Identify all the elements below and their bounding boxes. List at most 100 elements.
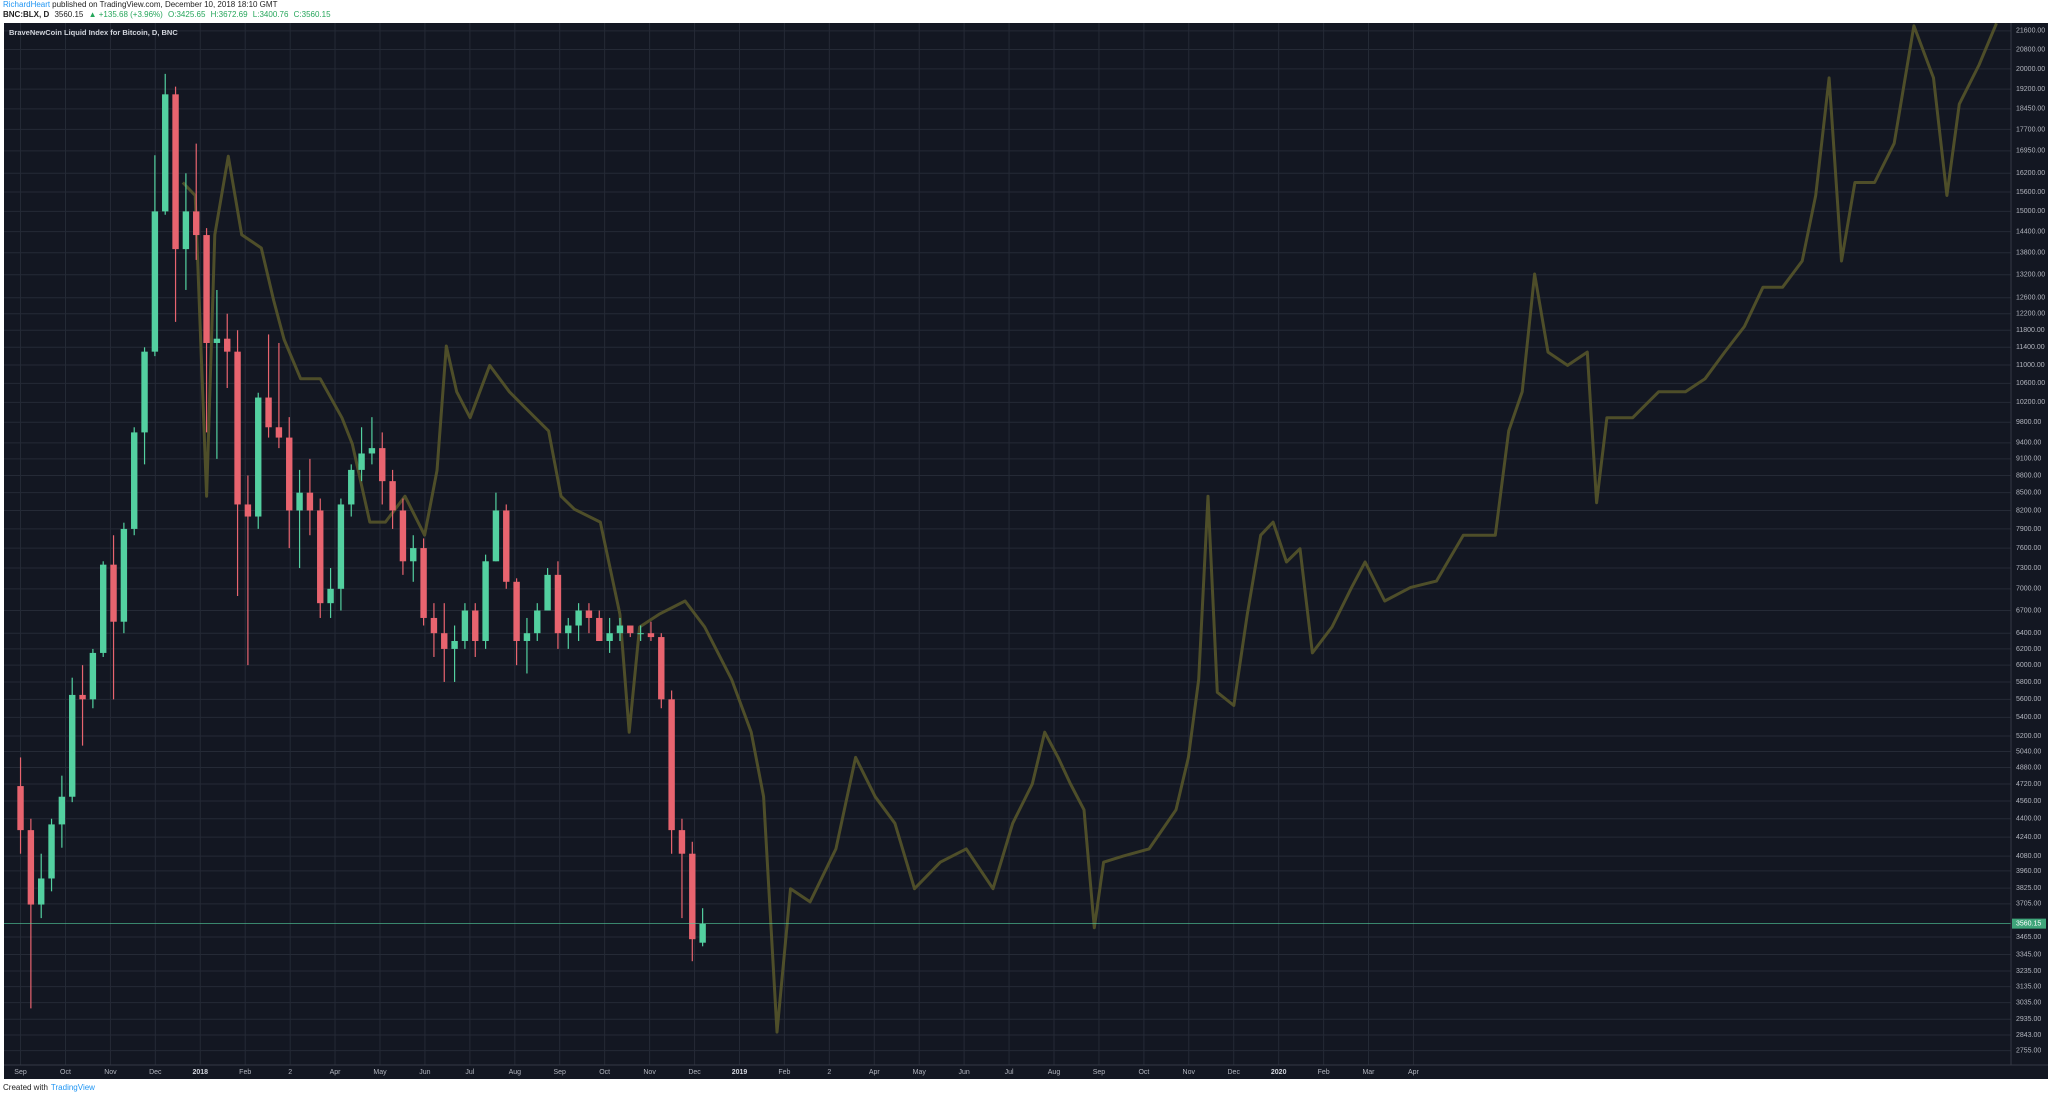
last-price-box xyxy=(2012,918,2046,929)
x-tick-label: Nov xyxy=(1183,1069,1196,1076)
x-tick-label: Sep xyxy=(14,1069,27,1076)
candle-body xyxy=(162,94,169,212)
y-tick-label: 6000.00 xyxy=(2016,662,2041,669)
byline: published on TradingView.com, December 1… xyxy=(52,0,278,9)
x-tick-label: Mar xyxy=(1362,1069,1375,1076)
chart-background xyxy=(4,23,2048,1079)
y-tick-label: 4400.00 xyxy=(2016,816,2041,823)
x-tick-label: May xyxy=(913,1069,927,1076)
candle-body xyxy=(606,633,613,641)
candle-body xyxy=(430,617,438,634)
x-tick-label: 2 xyxy=(288,1069,292,1076)
y-tick-label: 11400.00 xyxy=(2016,344,2045,351)
change: ▲ +135.68 (+3.96%) xyxy=(88,10,163,19)
candle-body xyxy=(678,830,686,854)
candle-body xyxy=(317,510,324,604)
y-tick-label: 15000.00 xyxy=(2016,208,2045,215)
grid xyxy=(4,23,2011,1065)
y-tick-label: 3135.00 xyxy=(2016,983,2041,990)
candle-body xyxy=(110,564,117,622)
y-tick-label: 4560.00 xyxy=(2016,798,2041,805)
candle-body xyxy=(565,625,572,634)
y-tick-label: 7000.00 xyxy=(2016,586,2041,593)
candle-body xyxy=(441,633,448,649)
candle-body xyxy=(48,824,55,879)
ohlc-open: O:3425.65 xyxy=(168,10,206,19)
y-tick-label: 13800.00 xyxy=(2016,250,2045,257)
candle-body xyxy=(234,351,241,505)
y-tick-label: 5600.00 xyxy=(2016,696,2041,703)
candle-body xyxy=(482,561,489,641)
x-tick-label: Dec xyxy=(149,1069,162,1076)
x-tick-label: 2019 xyxy=(732,1069,748,1076)
author-link[interactable]: RichardHeart xyxy=(3,0,51,9)
candle-body xyxy=(689,853,696,940)
y-tick-label: 2935.00 xyxy=(2016,1016,2041,1023)
y-tick-label: 3345.00 xyxy=(2016,951,2041,958)
y-tick-label: 20000.00 xyxy=(2016,66,2045,73)
y-tick-label: 7600.00 xyxy=(2016,545,2041,552)
candle-body xyxy=(513,581,520,641)
y-tick-label: 10600.00 xyxy=(2016,380,2045,387)
candle-body xyxy=(575,610,582,626)
x-tick-label: Dec xyxy=(1228,1069,1241,1076)
y-tick-label: 8200.00 xyxy=(2016,507,2041,514)
x-tick-label: Jul xyxy=(465,1069,474,1076)
chart-title: BraveNewCoin Liquid Index for Bitcoin, D… xyxy=(9,28,178,37)
candle-body xyxy=(544,574,551,611)
footer: Created with TradingView xyxy=(3,1083,95,1092)
x-tick-label: Jun xyxy=(958,1069,969,1076)
x-tick-label: Feb xyxy=(1318,1069,1330,1076)
candle-body xyxy=(379,448,386,482)
candle-body xyxy=(358,453,365,470)
candle-body xyxy=(472,610,479,641)
x-tick-label: Feb xyxy=(239,1069,251,1076)
candle-body xyxy=(451,640,458,649)
candle-body xyxy=(89,652,97,700)
x-tick-label: 2 xyxy=(827,1069,831,1076)
candle-body xyxy=(637,633,644,635)
candle-body xyxy=(172,94,179,250)
y-tick-label: 11800.00 xyxy=(2016,327,2045,334)
ohlc-high: H:3672.69 xyxy=(210,10,248,19)
candle-body xyxy=(79,694,86,700)
axes: 21600.00 20800.00 20000.00 19200.00 18450.00… xyxy=(14,28,2046,1076)
x-tick-label: Sep xyxy=(1093,1069,1106,1076)
brand-link[interactable]: TradingView xyxy=(50,1083,95,1092)
x-tick-label: Jun xyxy=(419,1069,430,1076)
candle-body xyxy=(368,448,376,454)
x-tick-label: Dec xyxy=(688,1069,701,1076)
y-tick-label: 4240.00 xyxy=(2016,834,2041,841)
candle-body xyxy=(410,548,417,562)
y-tick-label: 12200.00 xyxy=(2016,311,2045,318)
x-tick-label: Nov xyxy=(643,1069,656,1076)
y-tick-label: 4880.00 xyxy=(2016,764,2041,771)
y-tick-label: 16950.00 xyxy=(2016,148,2045,155)
candle-body xyxy=(182,211,190,250)
x-tick-label: Aug xyxy=(509,1069,522,1076)
candle-body xyxy=(523,633,531,641)
y-tick-label: 5200.00 xyxy=(2016,733,2041,740)
y-tick-label: 20800.00 xyxy=(2016,46,2045,53)
last-price: 3560.15 xyxy=(54,10,84,19)
candle-body xyxy=(461,610,469,641)
candle-body xyxy=(585,610,593,618)
candle-body xyxy=(492,510,500,562)
y-tick-label: 4080.00 xyxy=(2016,853,2041,860)
candle-body xyxy=(616,625,624,634)
y-tick-label: 13200.00 xyxy=(2016,272,2045,279)
x-tick-label: 2020 xyxy=(1271,1069,1287,1076)
x-tick-label: Feb xyxy=(778,1069,790,1076)
candle-body xyxy=(337,504,345,589)
projection-line xyxy=(181,23,1998,1034)
y-tick-label: 3705.00 xyxy=(2016,901,2041,908)
header: RichardHeart published on TradingView.com… xyxy=(3,0,334,20)
y-tick-label: 3235.00 xyxy=(2016,968,2041,975)
candle-body xyxy=(151,211,159,352)
candle-body xyxy=(306,492,314,511)
candle-body xyxy=(389,481,396,511)
candle-body xyxy=(255,397,262,517)
y-tick-label: 3465.00 xyxy=(2016,934,2041,941)
candle-body xyxy=(100,564,107,653)
